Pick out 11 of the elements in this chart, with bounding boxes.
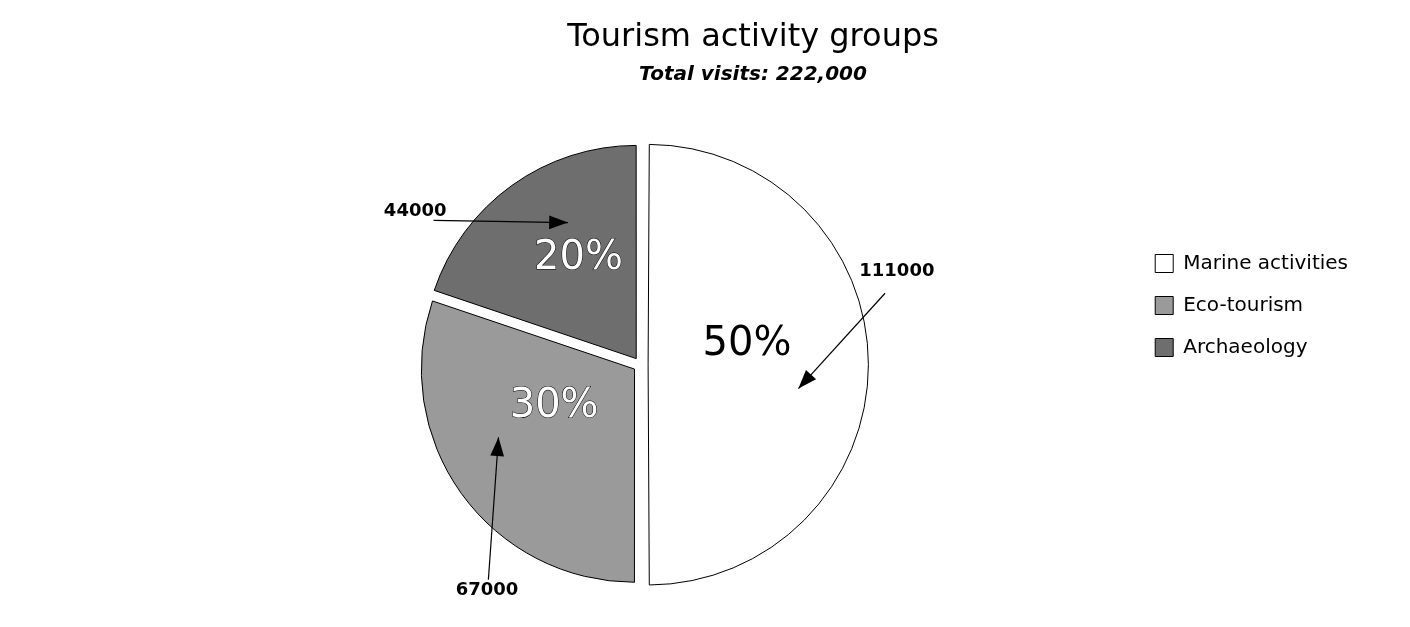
legend-label: Eco-tourism	[1183, 291, 1304, 316]
legend-label: Marine activities	[1183, 249, 1348, 274]
text: 30%	[509, 380, 599, 427]
chart-title: Tourism activity groups	[566, 15, 939, 54]
data-label: 44000	[383, 198, 447, 220]
chart-subtitle: Total visits: 222,000	[639, 60, 868, 85]
data-label: 67000	[455, 577, 519, 599]
data-label: 111000	[859, 258, 935, 280]
text: 50%	[702, 318, 792, 365]
legend-label: Archaeology	[1183, 333, 1308, 358]
text: 20%	[534, 231, 623, 278]
